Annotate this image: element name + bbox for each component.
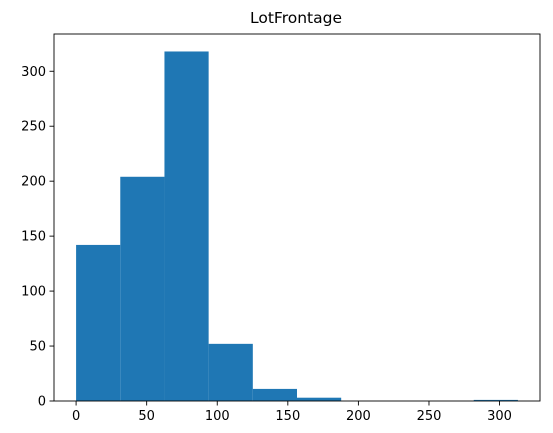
x-axis: 0 50 100 150 200 250 300 xyxy=(72,401,512,424)
x-tick-label: 0 xyxy=(72,409,80,424)
x-tick-label: 150 xyxy=(275,409,300,424)
chart-title: LotFrontage xyxy=(250,9,342,27)
x-tick-label: 300 xyxy=(487,409,512,424)
y-tick-label: 50 xyxy=(29,340,46,355)
y-tick-label: 250 xyxy=(21,120,46,135)
x-tick-label: 250 xyxy=(417,409,442,424)
y-tick-label: 0 xyxy=(38,395,46,410)
histogram-bar xyxy=(297,398,341,401)
x-tick-label: 50 xyxy=(138,409,155,424)
histogram-bar xyxy=(76,245,120,401)
histogram-bar xyxy=(253,389,297,401)
histogram-bar xyxy=(120,177,164,401)
y-tick-label: 150 xyxy=(21,230,46,245)
histogram-bar xyxy=(209,344,253,401)
x-tick-label: 200 xyxy=(346,409,371,424)
y-tick-label: 300 xyxy=(21,65,46,80)
x-tick-label: 100 xyxy=(205,409,230,424)
histogram-bars xyxy=(76,51,518,401)
histogram-bar xyxy=(164,51,208,401)
y-tick-label: 200 xyxy=(21,175,46,190)
y-axis: 0 50 100 150 200 250 300 xyxy=(21,65,54,410)
y-tick-label: 100 xyxy=(21,285,46,300)
